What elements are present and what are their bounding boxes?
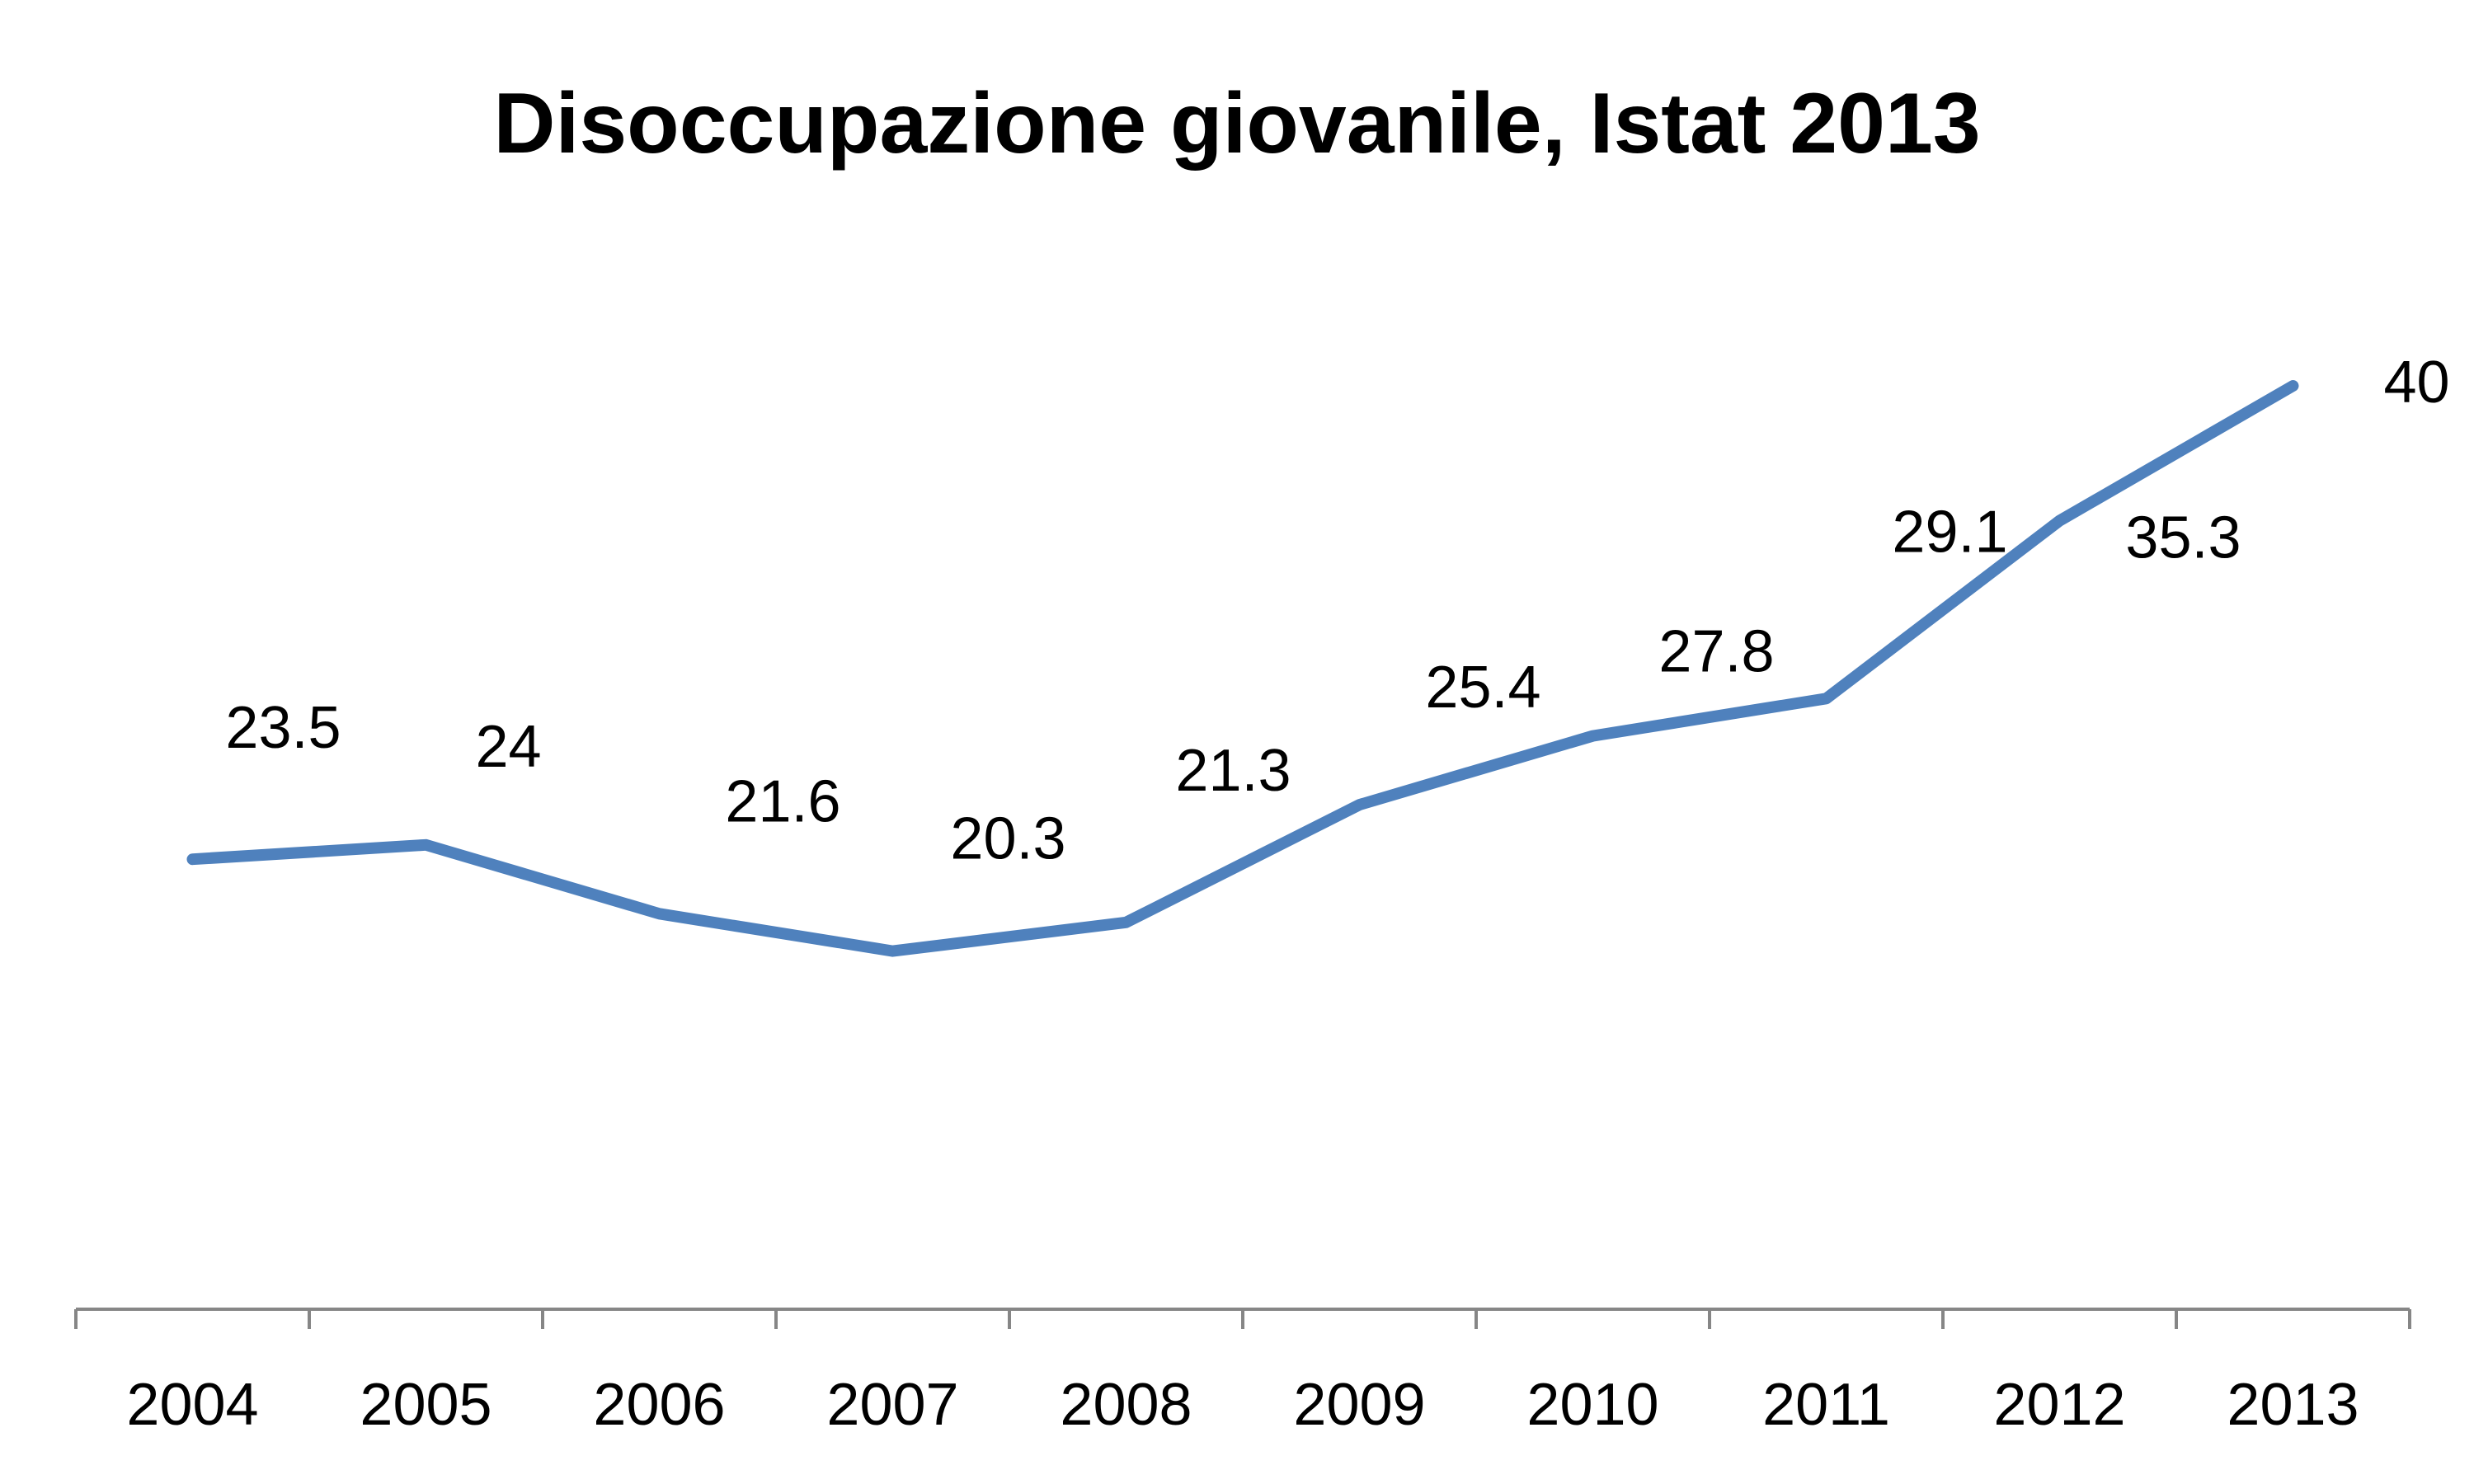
chart-title: Disoccupazione giovanile, Istat 2013 [493, 76, 1980, 171]
series-layer [186, 380, 2299, 957]
x-tick-label: 2011 [1762, 1372, 1890, 1438]
data-label: 25.4 [1425, 655, 1540, 721]
x-tick-label: 2009 [1293, 1372, 1425, 1438]
data-label: 23.5 [225, 695, 341, 761]
data-label: 21.6 [725, 768, 840, 834]
x-axis: 2004 2005 2006 2007 2008 2009 2010 2011 2012 2013 [74, 1308, 2411, 1438]
data-label: 24 [475, 714, 541, 780]
x-tick-label: 2004 [126, 1372, 258, 1438]
x-tick-label: 2008 [1060, 1372, 1192, 1438]
data-label: 40 [2383, 350, 2449, 416]
data-label: 29.1 [1892, 499, 2007, 565]
data-label-layer: 23.5 24 21.6 20.3 21.3 25.4 27.8 29.1 35.3 40 [225, 350, 2449, 872]
series-line [186, 380, 2299, 957]
data-label: 20.3 [950, 806, 1065, 872]
x-tick-label: 2012 [1993, 1372, 2125, 1438]
x-tick-label: 2007 [826, 1372, 958, 1438]
x-tick-label: 2013 [2227, 1372, 2359, 1438]
data-label: 21.3 [1175, 738, 1291, 804]
x-tick-label: 2006 [593, 1372, 725, 1438]
x-tick-label: 2005 [360, 1372, 492, 1438]
x-tick-label: 2010 [1526, 1372, 1658, 1438]
data-label: 35.3 [2125, 505, 2241, 571]
data-label: 27.8 [1658, 619, 1774, 685]
